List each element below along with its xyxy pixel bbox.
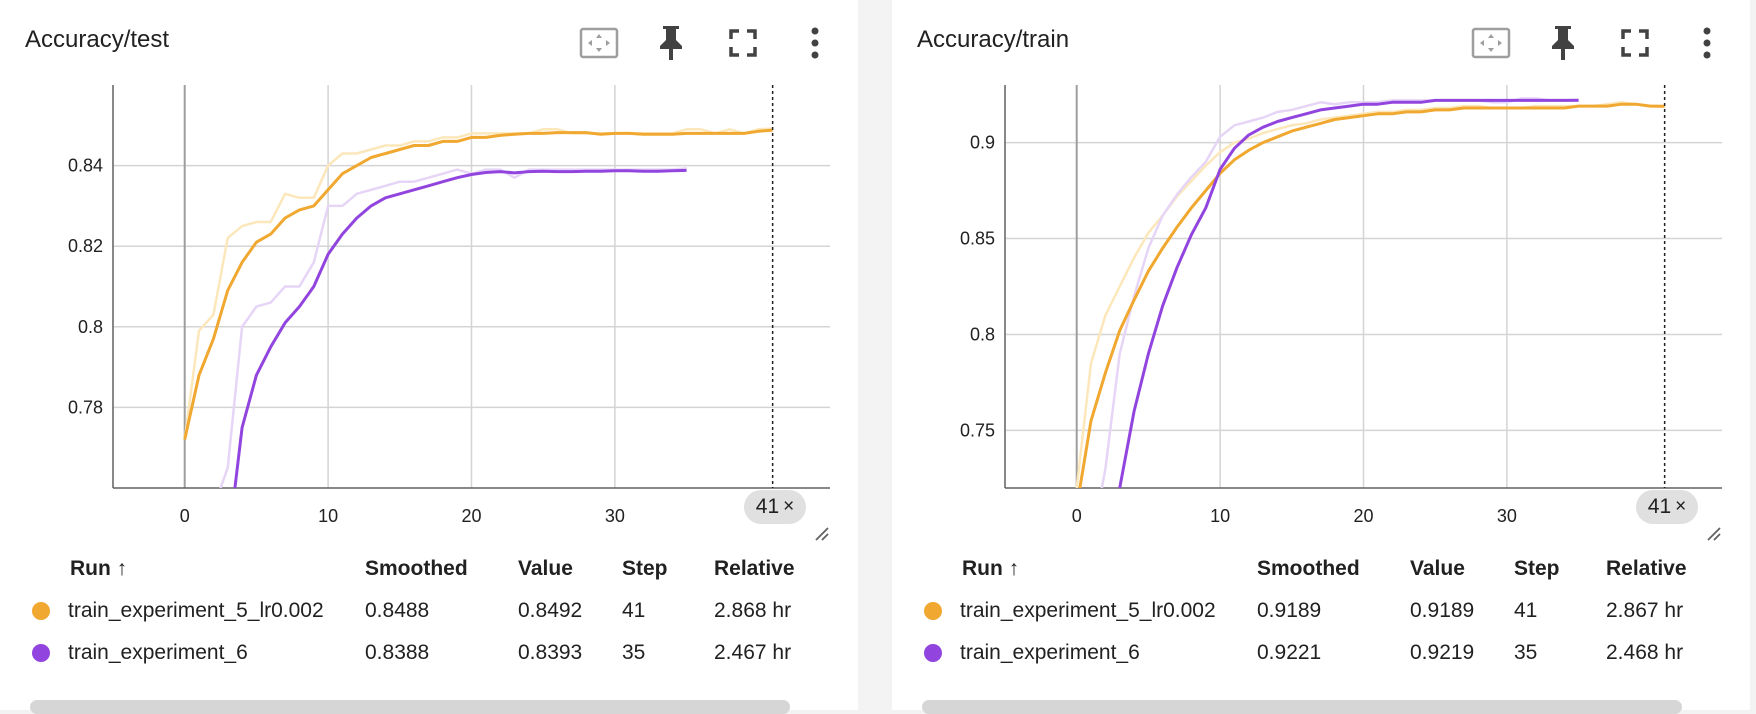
header-step[interactable]: Step — [622, 557, 668, 580]
header-smoothed[interactable]: Smoothed — [365, 557, 468, 580]
y-tick-label: 0.84 — [68, 156, 103, 176]
raw-value: 0.9189 — [1410, 599, 1475, 622]
pin-icon — [660, 26, 682, 60]
relative-time: 2.868 hr — [714, 599, 792, 622]
raw-value: 0.8393 — [518, 641, 583, 664]
run-color-swatch[interactable] — [32, 602, 50, 620]
table-header: Run ↑ Smoothed Value Step Relative — [28, 548, 828, 590]
smoothed-value: 0.9221 — [1257, 641, 1322, 664]
smoothed-value: 0.8488 — [365, 599, 430, 622]
line-chart[interactable]: 0.75 0.8 0.85 0.9 0 10 20 30 — [892, 80, 1750, 540]
relative-time: 2.467 hr — [714, 641, 792, 664]
fullscreen-button[interactable] — [1614, 22, 1656, 64]
close-icon[interactable]: × — [783, 496, 795, 517]
header-value[interactable]: Value — [518, 557, 573, 580]
run-name: train_experiment_5_lr0.002 — [68, 599, 324, 622]
header-relative[interactable]: Relative — [714, 557, 795, 580]
smoothed-value: 0.8388 — [365, 641, 430, 664]
table-row: train_experiment_5_lr0.002 0.8488 0.8492… — [28, 590, 828, 632]
horizontal-scrollbar[interactable] — [30, 700, 790, 714]
y-tick-label: 0.75 — [960, 420, 995, 440]
smoothed-series-line — [183, 128, 773, 440]
relative-time: 2.867 hr — [1606, 599, 1684, 622]
x-tick-label: 10 — [1210, 506, 1230, 526]
header-value[interactable]: Value — [1410, 557, 1465, 580]
fullscreen-icon — [729, 29, 757, 57]
card-title: Accuracy/test — [25, 26, 170, 53]
step-cursor-chip[interactable]: 41 × — [744, 490, 806, 524]
step-chip-value: 41 — [1647, 495, 1672, 518]
more-options-button[interactable] — [1686, 22, 1728, 64]
y-tick-label: 0.8 — [78, 317, 103, 337]
header-relative[interactable]: Relative — [1606, 557, 1687, 580]
fullscreen-button[interactable] — [722, 22, 764, 64]
y-tick-label: 0.8 — [970, 324, 995, 344]
fit-domain-button[interactable] — [578, 22, 620, 64]
run-name: train_experiment_6 — [960, 641, 1140, 664]
pin-icon — [1552, 26, 1574, 60]
smoothed-series-line — [1078, 102, 1665, 488]
step-value: 41 — [622, 599, 646, 622]
runs-table: Run ↑ Smoothed Value Step Relative train… — [920, 548, 1720, 674]
smoothed-series-line — [1118, 98, 1579, 488]
resize-handle-icon[interactable] — [1706, 526, 1722, 542]
line-chart[interactable]: 0.78 0.8 0.82 0.84 0 10 20 30 — [0, 80, 858, 540]
step-cursor-chip[interactable]: 41 × — [1636, 490, 1698, 524]
table-header: Run ↑ Smoothed Value Step Relative — [920, 548, 1720, 590]
smoothed-value: 0.9189 — [1257, 599, 1322, 622]
pin-button[interactable] — [1542, 22, 1584, 64]
x-tick-label: 0 — [180, 506, 190, 526]
raw-value: 0.9219 — [1410, 641, 1475, 664]
run-name: train_experiment_5_lr0.002 — [960, 599, 1216, 622]
table-row: train_experiment_6 0.8388 0.8393 35 2.46… — [28, 632, 828, 674]
table-row: train_experiment_6 0.9221 0.9219 35 2.46… — [920, 632, 1720, 674]
relative-time: 2.468 hr — [1606, 641, 1684, 664]
runs-table: Run ↑ Smoothed Value Step Relative train… — [28, 548, 828, 674]
raw-series-line — [219, 167, 687, 488]
table-row: train_experiment_5_lr0.002 0.9189 0.9189… — [920, 590, 1720, 632]
run-color-swatch[interactable] — [924, 602, 942, 620]
x-tick-label: 0 — [1072, 506, 1082, 526]
smoothed-series-line — [233, 168, 687, 488]
y-tick-label: 0.85 — [960, 229, 995, 249]
fit-domain-button[interactable] — [1470, 22, 1512, 64]
run-color-swatch[interactable] — [32, 644, 50, 662]
close-icon[interactable]: × — [1675, 496, 1687, 517]
x-tick-label: 30 — [1497, 506, 1517, 526]
series-group — [183, 127, 773, 488]
step-value: 35 — [622, 641, 646, 664]
raw-value: 0.8492 — [518, 599, 583, 622]
x-tick-label: 20 — [461, 506, 481, 526]
header-run[interactable]: Run ↑ — [962, 557, 1020, 580]
y-tick-label: 0.78 — [68, 397, 103, 417]
resize-handle-icon[interactable] — [814, 526, 830, 542]
fit-domain-icon — [1471, 27, 1511, 59]
header-smoothed[interactable]: Smoothed — [1257, 557, 1360, 580]
raw-series-line — [1100, 97, 1579, 488]
run-name: train_experiment_6 — [68, 641, 248, 664]
fullscreen-icon — [1621, 29, 1649, 57]
card-title: Accuracy/train — [917, 26, 1070, 53]
pin-button[interactable] — [650, 22, 692, 64]
more-options-button[interactable] — [794, 22, 836, 64]
chart-card-test: Accuracy/test 0.78 0.8 0.82 0.84 0 10 20 30 41 … — [0, 0, 858, 714]
more-vert-icon — [811, 27, 819, 59]
step-chip-value: 41 — [755, 495, 780, 518]
run-color-swatch[interactable] — [924, 644, 942, 662]
y-tick-label: 0.82 — [68, 236, 103, 256]
y-tick-label: 0.9 — [970, 133, 995, 153]
raw-series-line — [183, 127, 773, 440]
header-step[interactable]: Step — [1514, 557, 1560, 580]
step-value: 35 — [1514, 641, 1538, 664]
step-value: 41 — [1514, 599, 1538, 622]
fit-domain-icon — [579, 27, 619, 59]
header-run[interactable]: Run ↑ — [70, 557, 128, 580]
series-group — [1075, 97, 1665, 488]
x-tick-label: 30 — [605, 506, 625, 526]
more-vert-icon — [1703, 27, 1711, 59]
x-tick-label: 20 — [1353, 506, 1373, 526]
horizontal-scrollbar[interactable] — [922, 700, 1682, 714]
x-tick-label: 10 — [318, 506, 338, 526]
chart-card-train: Accuracy/train 0.75 0.8 0.85 0.9 0 10 20 30 41 … — [892, 0, 1750, 714]
